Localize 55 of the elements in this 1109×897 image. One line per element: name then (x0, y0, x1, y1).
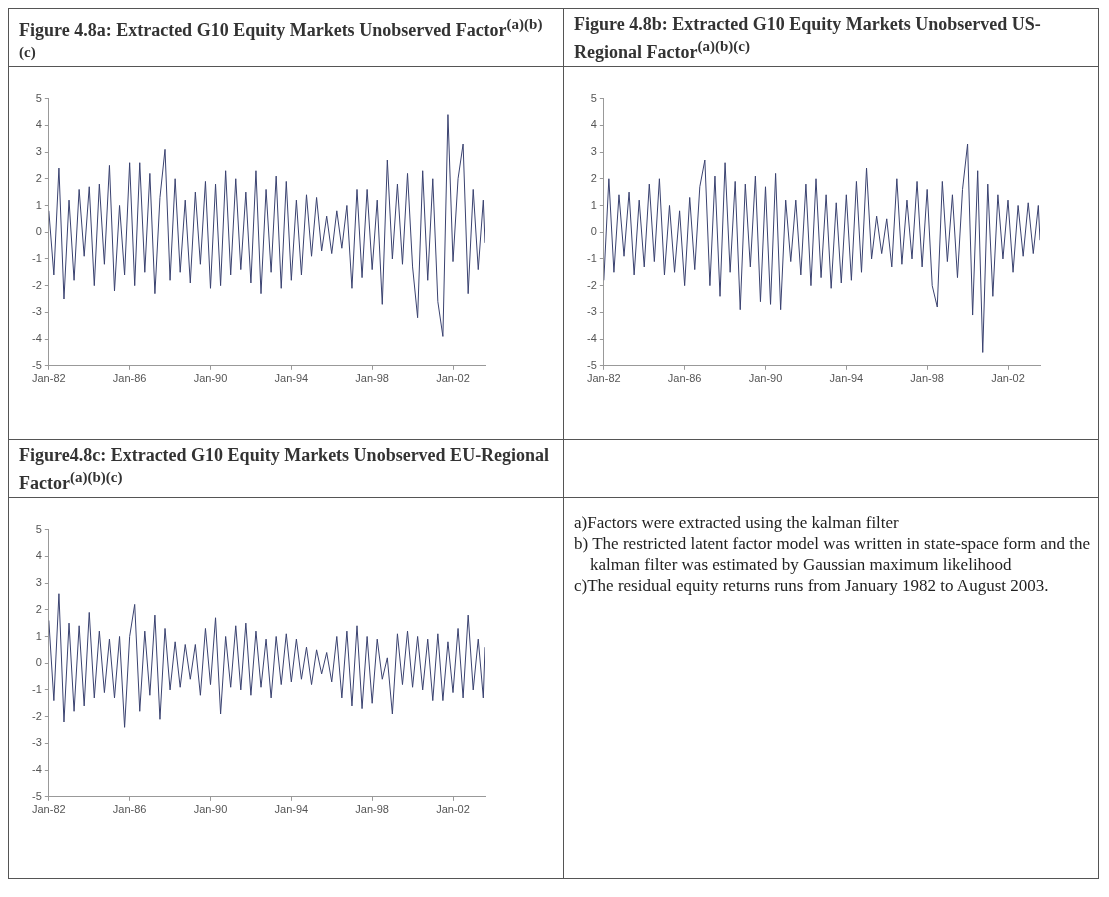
y-tick-label: -5 (587, 358, 597, 371)
y-tick-label: -4 (587, 332, 597, 345)
y-tick-label: 1 (35, 198, 42, 211)
y-tick-label: -4 (32, 763, 42, 776)
y-tick-label: 2 (35, 171, 42, 184)
x-tick-label: Jan-90 (748, 372, 783, 385)
chart-title: Figure 4.8b: Extracted G10 Equity Markets Unobserved US-Regional Factor$^{(a)(b)(c)}$ (564, 9, 1098, 67)
x-tick-label: Jan-82 (587, 372, 621, 385)
y-tick-label: 5 (590, 91, 597, 104)
x-tick-label: Jan-90 (193, 803, 228, 816)
x-tick-label: Jan-94 (274, 372, 309, 385)
x-tick-label: Jan-02 (436, 372, 470, 385)
y-tick-label: 0 (35, 656, 42, 669)
chart-title: Figure4.8c: Extracted G10 Equity Markets Unobserved EU-Regional Factor$^{(a)(b)(c)}$ (9, 440, 563, 498)
x-tick-label: Jan-94 (829, 372, 864, 385)
y-tick-label: 1 (35, 629, 42, 642)
x-tick-label: Jan-98 (355, 372, 389, 385)
y-tick-label: 0 (35, 225, 42, 238)
x-tick-label: Jan-86 (112, 372, 147, 385)
x-tick-label: Jan-86 (667, 372, 702, 385)
y-tick-label: 2 (590, 171, 597, 184)
y-tick-label: 4 (590, 118, 597, 131)
x-tick-label: Jan-02 (436, 803, 470, 816)
text: a)Factors were extracted using the kalman filter (574, 512, 900, 533)
y-tick-label: 2 (35, 602, 42, 615)
y-tick-label: 3 (35, 576, 42, 589)
x-tick-label: Jan-98 (910, 372, 944, 385)
x-tick-label: Jan-94 (274, 803, 309, 816)
y-tick-label: -1 (32, 682, 42, 695)
y-tick-label: 3 (35, 145, 42, 158)
y-tick-label: -5 (32, 358, 42, 371)
x-tick-label: Jan-82 (32, 803, 66, 816)
y-tick-label: -1 (32, 251, 42, 264)
y-tick-label: -3 (32, 736, 42, 749)
y-tick-label: -5 (32, 789, 42, 802)
y-tick-label: -1 (587, 251, 597, 264)
y-tick-label: 0 (590, 225, 597, 238)
y-tick-label: 3 (590, 145, 597, 158)
y-tick-label: -2 (587, 278, 597, 291)
x-tick-label: Jan-98 (355, 803, 389, 816)
text: c)The residual equity returns runs from January 1982 to August 2003. (574, 575, 1050, 596)
x-tick-label: Jan-90 (193, 372, 228, 385)
y-tick-label: 5 (35, 522, 42, 535)
x-tick-label: Jan-82 (32, 372, 66, 385)
y-tick-label: 1 (590, 198, 597, 211)
y-tick-label: -2 (32, 278, 42, 291)
x-tick-label: Jan-02 (991, 372, 1025, 385)
y-tick-label: 4 (35, 118, 42, 131)
x-tick-label: Jan-86 (112, 803, 147, 816)
y-tick-label: -2 (32, 709, 42, 722)
y-tick-label: -4 (32, 332, 42, 345)
y-tick-label: -3 (32, 305, 42, 318)
y-tick-label: 4 (35, 549, 42, 562)
y-tick-label: 5 (35, 91, 42, 104)
y-tick-label: -3 (587, 305, 597, 318)
